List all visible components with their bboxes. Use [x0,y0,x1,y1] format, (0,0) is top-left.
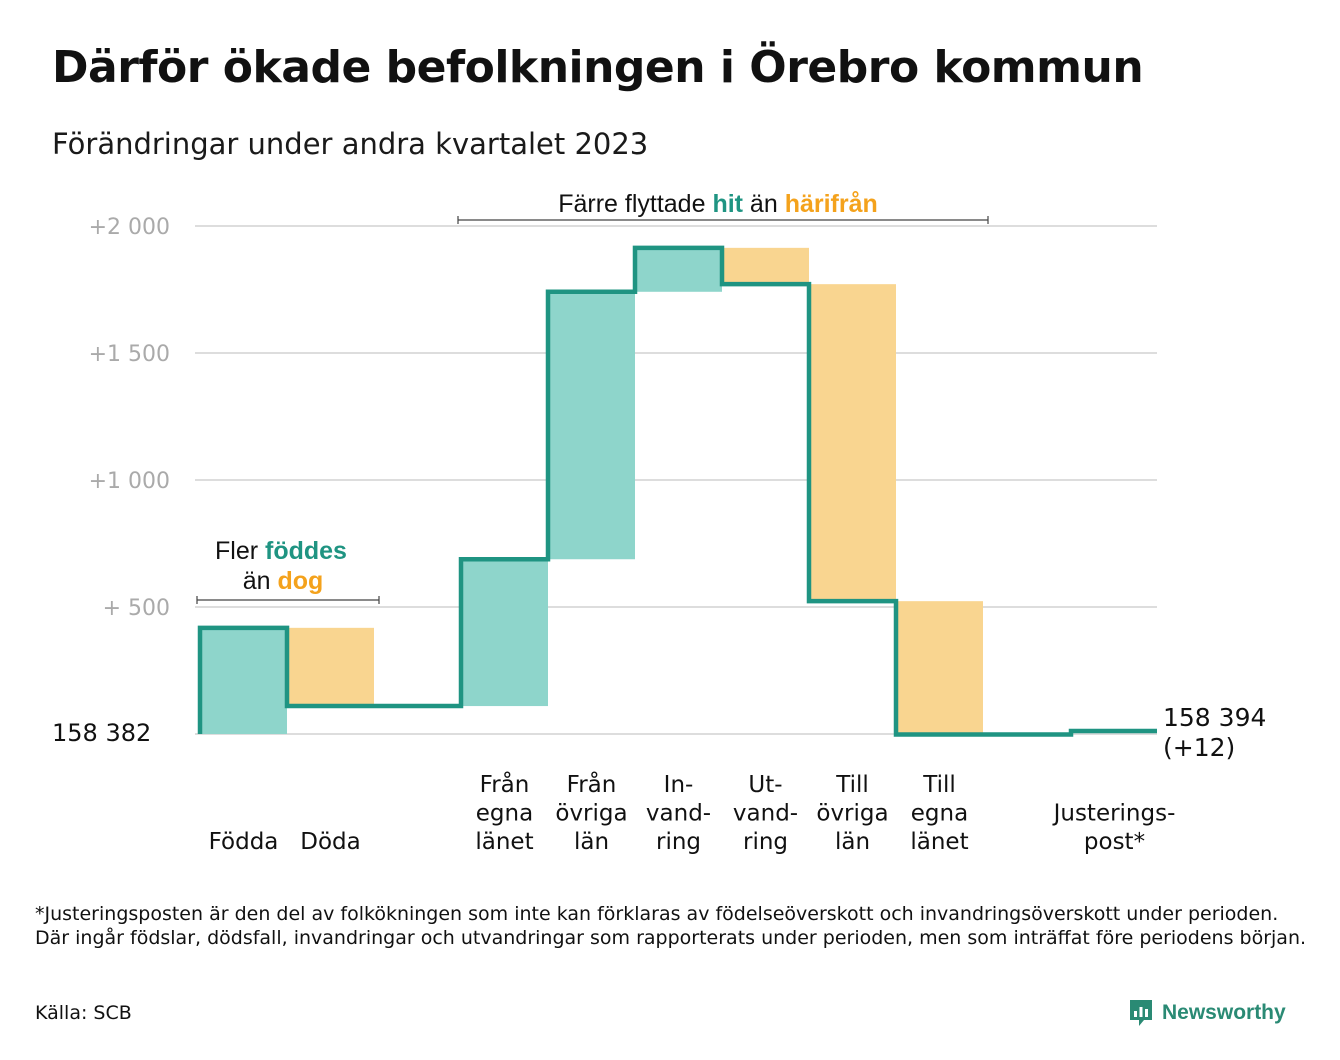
waterfall-bar [548,291,635,560]
brand-logo: Newsworthy [1128,998,1286,1028]
chart-subtitle: Förändringar under andra kvartalet 2023 [52,127,649,161]
y-tick-label: +1 500 [89,342,170,367]
waterfall-chart: + 500 +1 000 +1 500 +2 000 Födda Döda Från egna… [52,190,1266,856]
x-category-label: Födda [209,829,279,855]
brand-name: Newsworthy [1162,1001,1286,1024]
end-value-label: 158 394 [1163,703,1266,732]
x-category-label: Från övriga län [555,770,627,855]
newsworthy-logo-icon [1130,1000,1152,1026]
waterfall-bar [809,284,896,602]
waterfall-bar [896,601,983,735]
cumulative-step-line [197,245,1157,737]
births-annotation-line1: Fler föddes [215,537,347,565]
end-change-label: (+12) [1163,733,1235,762]
births-annotation-line2: än dog [243,567,324,595]
chart-title: Därför ökade befolkningen i Örebro kommu… [52,42,1144,93]
start-value-label: 158 382 [52,719,151,747]
footnote: *Justeringsposten är den del av folkökni… [35,903,1307,949]
waterfall-bar [635,247,722,292]
source-note: Källa: SCB [35,1002,132,1024]
x-category-label: Till övriga län [816,772,888,855]
x-category-label: Till egna länet [910,772,968,855]
waterfall-bar [200,627,287,734]
y-tick-label: + 500 [103,596,170,621]
x-category-label: In-vand-ring [646,772,711,855]
x-category-label: Döda [300,829,360,855]
x-category-label: Ut-vand-ring [733,772,798,855]
y-tick-label: +2 000 [89,215,170,240]
y-tick-label: +1 000 [89,469,170,494]
waterfall-bar [722,247,809,285]
waterfall-bar [287,627,374,707]
x-category-label: Justerings-post* [1052,801,1176,856]
moves-annotation: Färre flyttade hit än härifrån [558,190,878,218]
x-category-label: Från egna länet [475,770,533,855]
waterfall-bar [461,559,548,707]
